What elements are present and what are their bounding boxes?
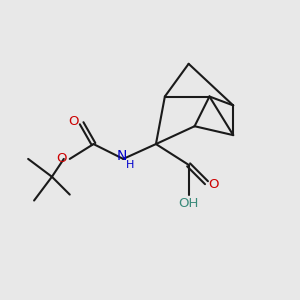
Text: O: O [56,152,67,165]
Text: H: H [126,160,134,170]
Text: O: O [209,178,219,191]
Text: O: O [68,115,79,128]
Text: N: N [117,149,127,163]
Text: OH: OH [178,197,199,210]
